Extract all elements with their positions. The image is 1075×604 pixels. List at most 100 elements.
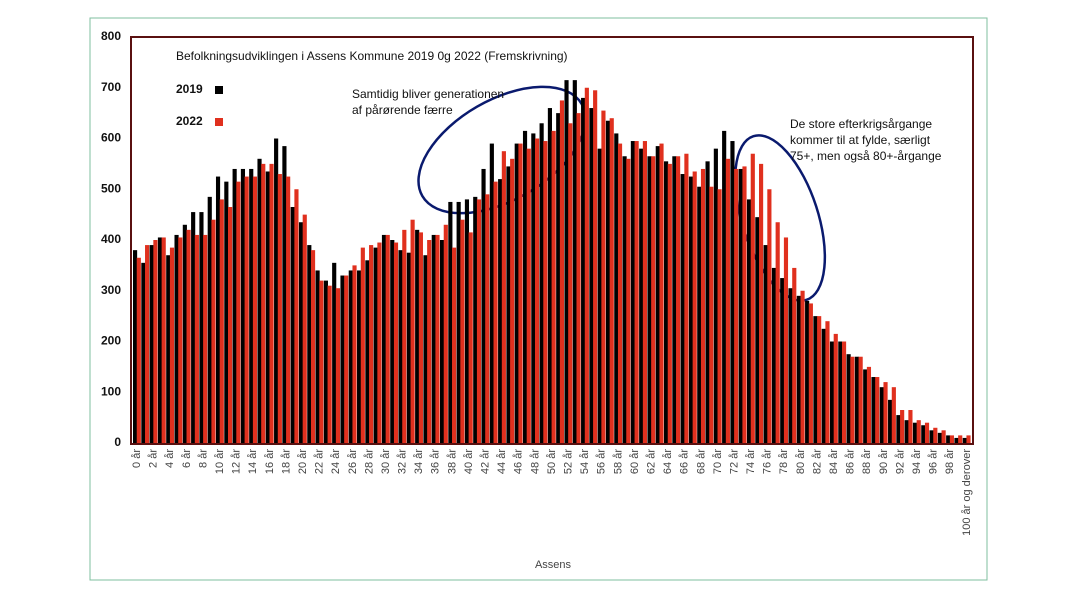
- x-tick-label: 62 år: [645, 449, 657, 474]
- x-tick-label: 78 år: [778, 449, 790, 474]
- x-tick-label: 0 år: [131, 449, 143, 468]
- x-tick-label: 36 år: [430, 449, 442, 474]
- x-tick-label: 18 år: [280, 449, 292, 474]
- x-axis-title: Assens: [535, 559, 572, 571]
- bar: [448, 201, 453, 443]
- bar: [443, 224, 448, 443]
- bar: [713, 148, 718, 443]
- bar: [863, 369, 868, 443]
- bar: [485, 194, 490, 443]
- x-tick-label: 96 år: [928, 449, 940, 474]
- bar: [667, 163, 672, 443]
- bar: [464, 199, 470, 443]
- bar: [788, 288, 793, 443]
- bar: [888, 399, 893, 443]
- bar: [755, 217, 760, 443]
- bar: [476, 199, 482, 443]
- bar: [460, 219, 465, 443]
- bar: [780, 278, 785, 443]
- bar: [846, 354, 851, 443]
- bar: [153, 240, 158, 443]
- bar: [672, 156, 677, 443]
- bar: [833, 333, 838, 443]
- bar: [584, 87, 589, 443]
- bar: [182, 224, 187, 443]
- bar: [493, 181, 498, 443]
- bar: [340, 275, 345, 443]
- x-tick-label: 82 år: [811, 449, 823, 474]
- x-tick-label: 54 år: [579, 449, 591, 474]
- plot-border: [130, 36, 974, 445]
- x-tick-label: 90 år: [878, 449, 890, 474]
- bar: [875, 377, 880, 443]
- bar: [841, 341, 847, 443]
- x-tick-label: 70 år: [712, 449, 724, 474]
- x-tick-label: 6 år: [181, 449, 193, 468]
- bar: [617, 143, 623, 443]
- bar: [207, 196, 212, 443]
- bar: [191, 212, 196, 443]
- bar: [481, 168, 486, 443]
- bar: [717, 189, 722, 443]
- bar: [534, 138, 540, 443]
- x-tick-label: 26 år: [347, 449, 359, 474]
- bar: [390, 240, 395, 443]
- x-tick-label: 72 år: [728, 449, 740, 474]
- bar: [307, 245, 312, 443]
- bar: [310, 250, 316, 443]
- bar: [506, 166, 511, 443]
- annotation: De store efterkrigsårgange: [790, 117, 932, 131]
- bar: [664, 161, 669, 443]
- bar: [526, 148, 531, 443]
- bar: [211, 219, 216, 443]
- frame: [89, 17, 988, 581]
- legend-label: 2019: [176, 82, 203, 96]
- bar: [547, 108, 552, 444]
- bar: [866, 366, 872, 443]
- bar: [958, 435, 963, 443]
- legend-label: 2022: [176, 114, 203, 128]
- bar: [315, 270, 320, 443]
- bar: [622, 156, 627, 443]
- bar: [261, 163, 266, 443]
- bar: [232, 168, 237, 443]
- bar: [921, 425, 926, 443]
- bar: [236, 181, 241, 443]
- x-tick-label: 68 år: [695, 449, 707, 474]
- bar: [269, 163, 274, 443]
- x-tick-label: 52 år: [563, 449, 575, 474]
- bar: [601, 110, 606, 444]
- x-tick-label: 64 år: [662, 449, 674, 474]
- x-tick-label: 50 år: [546, 449, 558, 474]
- bar: [514, 143, 519, 443]
- bar: [630, 141, 635, 443]
- bar: [949, 435, 954, 443]
- bar: [298, 222, 304, 443]
- bar: [680, 174, 685, 443]
- x-tick-label: 24 år: [330, 449, 342, 474]
- bar: [813, 316, 818, 443]
- x-tick-label: 94 år: [911, 449, 923, 474]
- bar: [518, 143, 523, 443]
- annotation: kommer til at fylde, særligt: [790, 133, 931, 147]
- bar: [410, 219, 415, 443]
- bar: [564, 80, 569, 443]
- y-tick-label: 700: [101, 80, 121, 94]
- bar: [805, 300, 810, 443]
- bar: [908, 410, 913, 443]
- bar: [916, 420, 921, 443]
- x-tick-label: 40 år: [463, 449, 475, 474]
- bar: [439, 240, 445, 443]
- bar: [219, 199, 224, 443]
- bar: [398, 250, 403, 443]
- bar: [966, 435, 971, 443]
- x-tick-label: 42 år: [480, 449, 492, 474]
- bar: [746, 199, 752, 443]
- bar: [224, 181, 229, 443]
- bar: [605, 120, 611, 444]
- bar: [722, 130, 727, 443]
- bar: [252, 176, 258, 443]
- bar: [257, 158, 262, 444]
- bar: [431, 234, 436, 443]
- bar: [614, 133, 619, 444]
